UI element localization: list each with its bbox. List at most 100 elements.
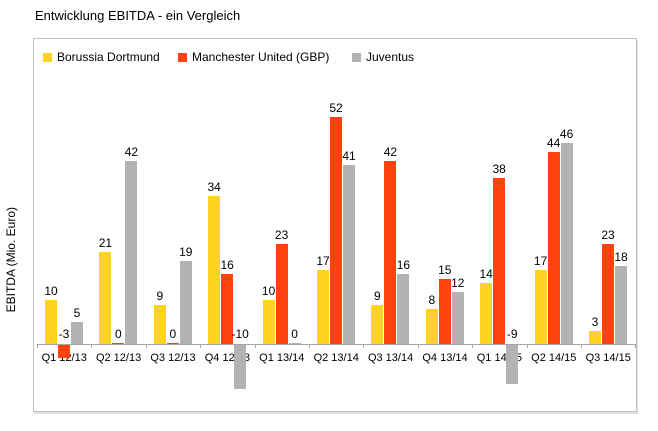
legend-swatch bbox=[43, 52, 52, 62]
bar bbox=[493, 178, 506, 344]
bar-value-label: 17 bbox=[316, 254, 330, 268]
x-axis-tick bbox=[200, 344, 202, 348]
bar bbox=[45, 300, 57, 344]
bar bbox=[179, 261, 192, 344]
bar bbox=[317, 270, 329, 344]
y-axis-title: EBITDA (Mio. Euro) bbox=[4, 207, 18, 313]
bar bbox=[125, 161, 138, 344]
bar bbox=[234, 345, 247, 389]
x-axis-label: Q3 14/15 bbox=[585, 352, 631, 364]
bar-value-label: 0 bbox=[169, 327, 177, 341]
x-axis-tick bbox=[37, 344, 38, 348]
bar-value-label: 44 bbox=[546, 136, 561, 150]
bar bbox=[534, 270, 547, 344]
legend-item-manchester-united: Manchester United (GBP) bbox=[178, 49, 329, 65]
bar-value-label: 8 bbox=[428, 293, 436, 307]
x-axis-tick bbox=[526, 344, 528, 348]
bar bbox=[112, 343, 125, 344]
bar bbox=[343, 165, 355, 344]
x-axis-label: Q2 12/13 bbox=[95, 352, 142, 364]
bar-value-label: 41 bbox=[342, 149, 356, 163]
legend-swatch bbox=[352, 52, 361, 62]
bar bbox=[262, 300, 275, 344]
x-axis-tick bbox=[254, 344, 256, 348]
bar bbox=[480, 283, 493, 344]
bar-value-label: 21 bbox=[98, 236, 113, 250]
x-axis-tick bbox=[581, 344, 582, 348]
bar-value-label: 14 bbox=[479, 267, 493, 281]
bar bbox=[166, 343, 179, 344]
bar-value-label: 16 bbox=[396, 258, 411, 272]
legend-swatch bbox=[178, 52, 187, 62]
legend: Borussia Dortmund Manchester United (GBP… bbox=[34, 49, 636, 69]
bar bbox=[330, 117, 342, 344]
bar-value-label: 19 bbox=[179, 245, 193, 259]
x-axis-tick bbox=[635, 344, 637, 348]
x-axis-tick bbox=[309, 344, 310, 348]
bar bbox=[602, 244, 614, 344]
x-axis-tick bbox=[145, 344, 147, 348]
x-axis-tick bbox=[363, 344, 365, 348]
x-axis-tick bbox=[91, 344, 93, 348]
bar-value-label: 12 bbox=[451, 276, 465, 290]
bar bbox=[397, 274, 410, 344]
legend-label: Juventus bbox=[366, 50, 415, 64]
legend-item-borussia-dortmund: Borussia Dortmund bbox=[43, 49, 160, 65]
x-axis-label: Q4 12/13 bbox=[204, 352, 251, 364]
bar bbox=[615, 266, 627, 344]
bar-value-label: 9 bbox=[156, 289, 164, 303]
bar-value-label: 16 bbox=[220, 258, 234, 272]
bar-value-label: 0 bbox=[291, 327, 298, 341]
chart-title: Entwicklung EBITDA - ein Vergleich bbox=[35, 8, 241, 23]
legend-label: Borussia Dortmund bbox=[57, 50, 160, 64]
bar bbox=[589, 331, 601, 344]
bar bbox=[425, 309, 438, 344]
bar-value-label: -9 bbox=[506, 327, 518, 341]
x-axis-line bbox=[37, 344, 636, 345]
bar bbox=[99, 252, 112, 344]
x-axis-label: Q2 13/14 bbox=[313, 352, 359, 364]
bar-value-label: 17 bbox=[533, 254, 548, 268]
x-axis-label: Q1 12/13 bbox=[41, 352, 87, 364]
bar bbox=[547, 152, 560, 344]
bar-value-label: 52 bbox=[329, 101, 343, 115]
bar-value-label: 5 bbox=[73, 306, 81, 320]
bar bbox=[384, 161, 397, 344]
bar-value-label: 42 bbox=[124, 145, 139, 159]
bar-value-label: 34 bbox=[207, 180, 221, 194]
bar bbox=[560, 143, 573, 344]
bar-value-label: 15 bbox=[438, 263, 452, 277]
bar-value-label: 23 bbox=[601, 228, 615, 242]
bar bbox=[275, 244, 288, 344]
bar-value-label: -10 bbox=[231, 327, 249, 341]
bar bbox=[71, 322, 83, 344]
bar bbox=[451, 292, 464, 344]
x-axis-label: Q3 13/14 bbox=[367, 352, 414, 364]
bar-value-label: 38 bbox=[492, 162, 506, 176]
bar-value-label: -3 bbox=[58, 327, 70, 341]
x-axis-tick bbox=[417, 344, 419, 348]
x-axis-tick bbox=[472, 344, 474, 348]
bar bbox=[288, 343, 301, 344]
bar bbox=[208, 196, 221, 344]
x-axis-label: Q4 13/14 bbox=[422, 352, 468, 364]
bar-value-label: 18 bbox=[614, 250, 628, 264]
bar-value-label: 10 bbox=[44, 284, 58, 298]
bar bbox=[506, 345, 519, 384]
bar-value-label: 0 bbox=[115, 327, 122, 341]
bar-value-label: 3 bbox=[591, 315, 599, 329]
legend-item-juventus: Juventus bbox=[352, 49, 414, 65]
bar bbox=[438, 279, 451, 344]
bar-value-label: 9 bbox=[374, 289, 381, 303]
bar bbox=[58, 345, 70, 358]
legend-label: Manchester United (GBP) bbox=[192, 50, 330, 64]
x-axis-label: Q2 14/15 bbox=[531, 352, 577, 364]
chart-frame: Borussia Dortmund Manchester United (GBP… bbox=[33, 38, 637, 412]
x-axis-label: Q1 14/15 bbox=[476, 352, 523, 364]
x-axis-label: Q1 13/14 bbox=[259, 352, 305, 364]
x-axis-label: Q3 12/13 bbox=[150, 352, 196, 364]
bar-value-label: 10 bbox=[261, 284, 276, 298]
bar bbox=[221, 274, 234, 344]
bar-value-label: 46 bbox=[559, 127, 574, 141]
bar-value-label: 42 bbox=[383, 145, 398, 159]
